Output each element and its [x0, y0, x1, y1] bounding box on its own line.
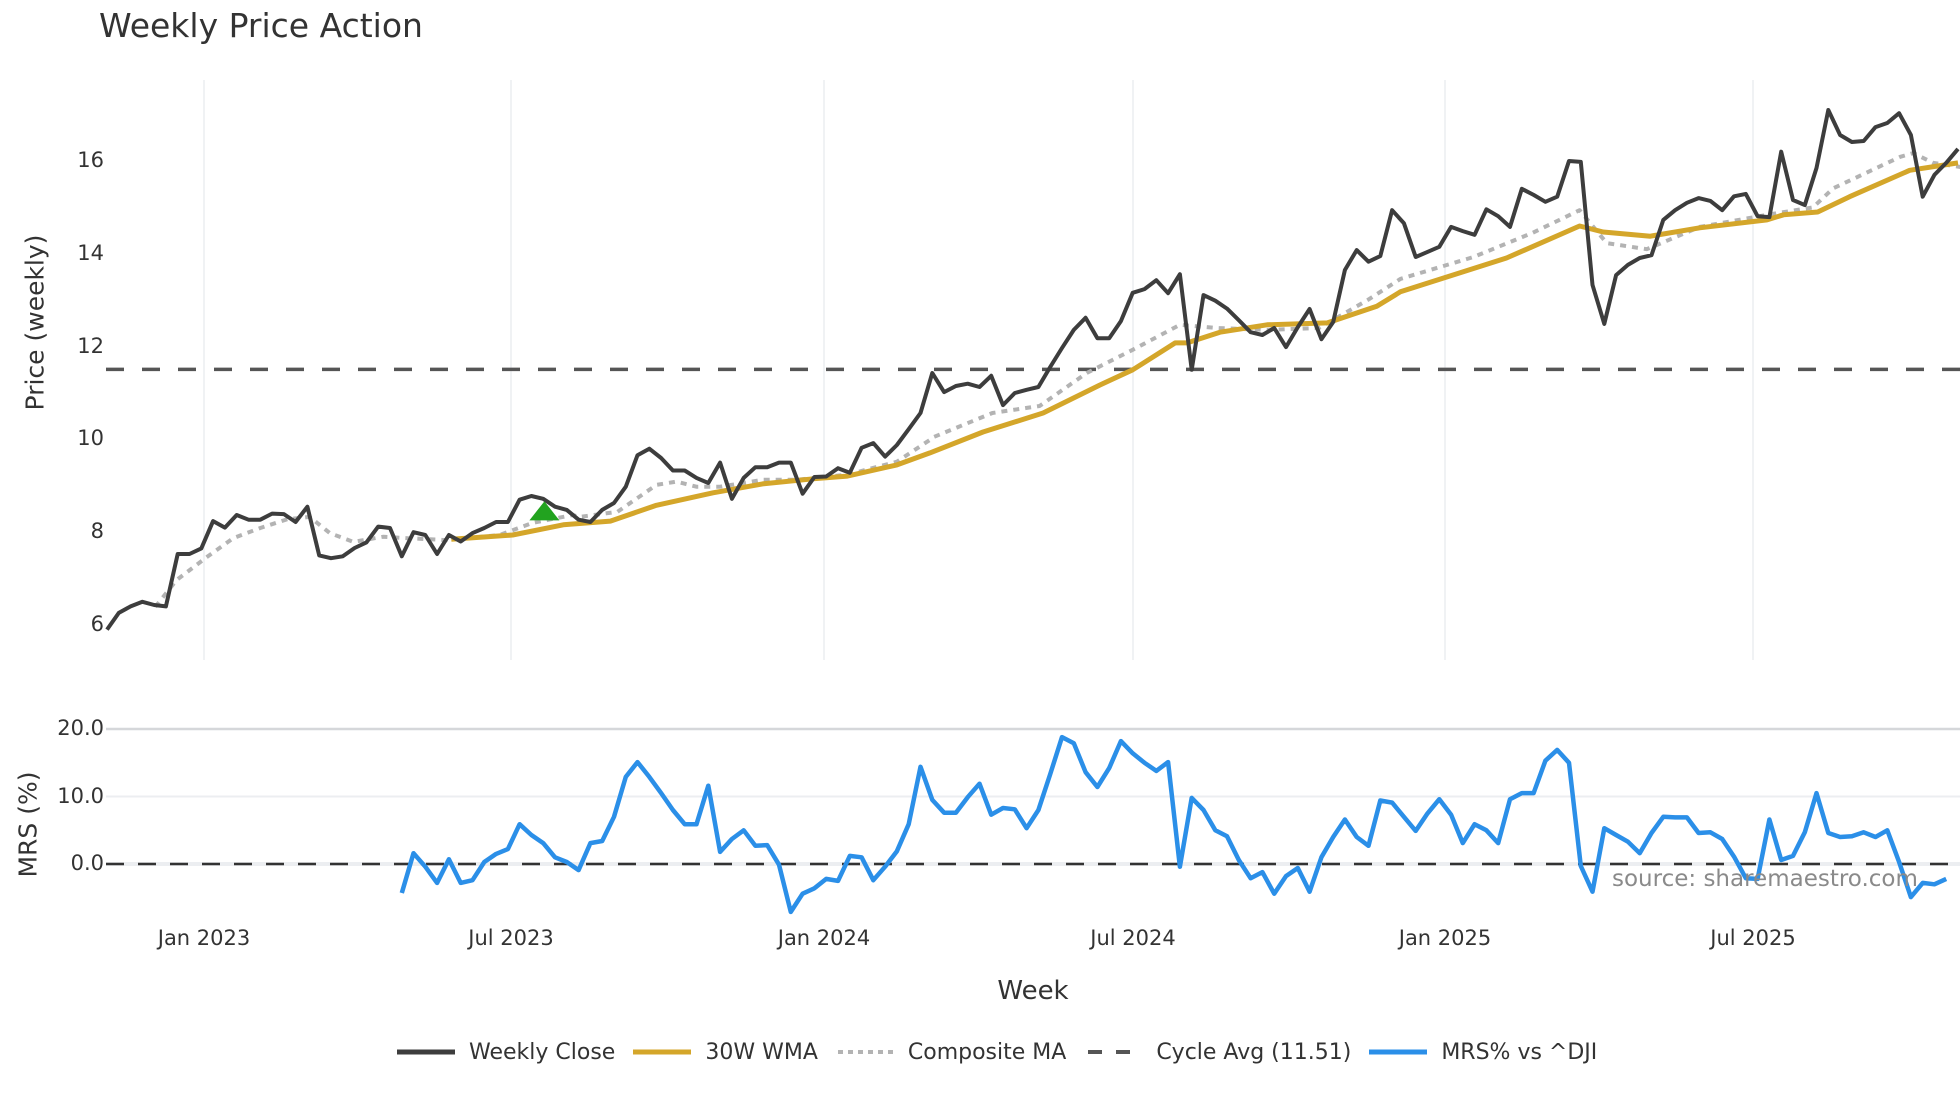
x-tick-jan-2025: Jan 2025 [1398, 926, 1492, 950]
source-note: source: sharemaestro.com [1612, 866, 1918, 892]
legend-item-30w-wma[interactable]: 30W WMA [633, 1036, 818, 1068]
legend-item-cycle-avg[interactable]: Cycle Avg (11.51) [1084, 1036, 1351, 1068]
price-tick-10: 10 [77, 426, 104, 450]
buy-signal-triangle-icon [529, 501, 560, 521]
legend-label: MRS% vs ^DJI [1441, 1039, 1598, 1065]
x-tick-jul-2024: Jul 2024 [1090, 926, 1176, 950]
price-tick-12: 12 [77, 334, 104, 358]
legend-item-mrs[interactable]: MRS% vs ^DJI [1369, 1036, 1597, 1068]
x-tick-jan-2023: Jan 2023 [157, 926, 251, 950]
legend-swatch-solid-gold-icon [633, 1049, 692, 1055]
legend-item-composite-ma[interactable]: Composite MA [836, 1036, 1066, 1068]
x-tick-jul-2023: Jul 2023 [468, 926, 554, 950]
legend: Weekly Close 30W WMA Composite MA Cycle … [397, 1036, 1615, 1068]
x-axis-title: Week [997, 976, 1069, 1006]
price-tick-6: 6 [90, 612, 104, 636]
mrs-tick-0: 0.0 [70, 851, 104, 875]
legend-swatch-solid-dark-icon [397, 1049, 455, 1055]
legend-swatch-dotted-gray-icon [837, 1050, 894, 1054]
price-tick-14: 14 [77, 241, 104, 265]
price-tick-8: 8 [90, 519, 104, 543]
mrs-horizontal-gridlines [106, 727, 1960, 866]
legend-label: Weekly Close [469, 1039, 616, 1065]
price-tick-16: 16 [77, 148, 104, 172]
legend-swatch-dashed-icon [1088, 1050, 1143, 1054]
mrs-tick-20: 20.0 [57, 716, 104, 740]
legend-label: Cycle Avg (11.51) [1156, 1039, 1352, 1065]
mrs-line [399, 734, 1948, 915]
legend-label: Composite MA [907, 1039, 1067, 1065]
chart-title: Weekly Price Action [99, 6, 423, 45]
mrs-tick-10: 10.0 [57, 784, 104, 808]
composite-ma-line [153, 151, 1960, 609]
legend-label: 30W WMA [705, 1039, 818, 1065]
weekly-close-line [105, 108, 1960, 631]
legend-item-weekly-close[interactable]: Weekly Close [397, 1036, 615, 1068]
x-tick-jul-2025: Jul 2025 [1710, 926, 1796, 950]
wma-30w-line [451, 160, 1959, 542]
legend-swatch-solid-blue-icon [1369, 1049, 1428, 1055]
x-tick-jan-2024: Jan 2024 [777, 926, 871, 950]
